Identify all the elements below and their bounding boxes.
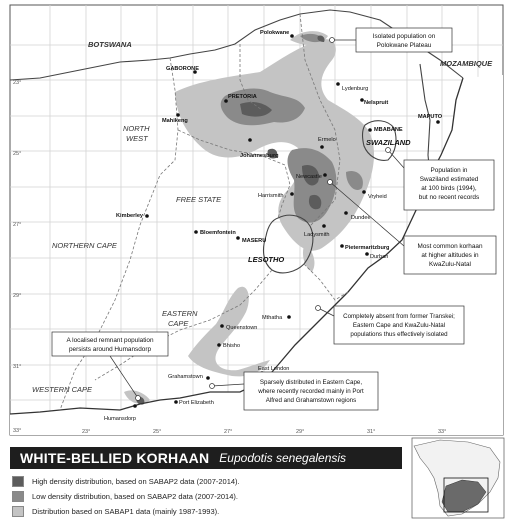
lat-label-23: 23°: [13, 80, 21, 86]
legend-swatch-sabap1: [12, 506, 24, 517]
city-durban: Durban: [370, 254, 388, 260]
city-gaborone: GABORONE: [166, 66, 199, 72]
city-polokwane: Polokwane: [260, 30, 289, 36]
lat-label-27: 27°: [13, 222, 21, 228]
city-johannesburg: Johannesburg: [240, 153, 279, 159]
lon-label-27: 27°: [224, 429, 232, 435]
annotation-transkei-line1: Completely absent from former Transkei;: [343, 313, 455, 320]
city-newcastle: Newcastle: [296, 174, 322, 180]
annotation-humansdorp-line1: A localised remnant population: [66, 337, 153, 344]
city-pietermaritzburg: Pietermaritzburg: [345, 245, 390, 251]
annotation-kzn-line1: Most common korhaan: [418, 243, 483, 250]
annotation-kzn-line2: at higher altitudes in: [421, 252, 479, 259]
annotation-swaziland-line1: Population in: [431, 167, 468, 174]
inset-map: [411, 437, 505, 519]
annotation-transkei-line3: populations thus effectively isolated: [350, 331, 448, 338]
province-free-state: FREE STATE: [176, 195, 222, 204]
city-pretoria: PRETORIA: [228, 94, 257, 100]
annotation-eastern-cape: Sparsely distributed in Eastern Cape, wh…: [243, 371, 379, 411]
city-mbabane: MBABANE: [374, 127, 403, 133]
city-nelspruit: Nelspruit: [364, 100, 388, 106]
legend-swatch-low: [12, 491, 24, 502]
province-eastern-cape-2: CAPE: [168, 319, 189, 328]
city-ladysmith: Ladysmith: [304, 232, 330, 238]
lat-label-33: 33°: [13, 428, 21, 434]
legend-label-low: Low density distribution, based on SABAP…: [32, 492, 238, 501]
lon-label-25: 25°: [153, 429, 161, 435]
annotation-kzn: Most common korhaan at higher altitudes …: [403, 235, 497, 275]
annotation-polokwane-line2: Polokwane Plateau: [377, 42, 432, 49]
city-grahamstown: Grahamstown: [168, 374, 203, 380]
country-swaziland: SWAZILAND: [366, 138, 411, 147]
city-mahikeng: Mahikeng: [162, 118, 188, 124]
province-north-west-1: NORTH: [123, 124, 150, 133]
annotation-kzn-line3: KwaZulu-Natal: [429, 261, 471, 268]
city-lydenburg: Lydenburg: [342, 86, 368, 92]
city-port-elizabeth: Port Elizabeth: [179, 400, 214, 406]
annotation-swaziland-line3: at 100 birds (1994),: [421, 185, 477, 192]
legend-item-low-density: Low density distribution, based on SABAP…: [12, 489, 412, 504]
lon-label-31: 31°: [367, 429, 375, 435]
legend-item-high-density: High density distribution, based on SABA…: [12, 474, 412, 489]
annotation-polokwane-line1: Isolated population on: [373, 33, 436, 40]
annotation-swaziland: Population in Swaziland estimated at 100…: [403, 159, 495, 211]
city-ermelo: Ermelo: [318, 137, 336, 143]
lon-label-29: 29°: [296, 429, 304, 435]
city-harrismith: Harrismith: [258, 193, 283, 199]
legend-item-sabap1: Distribution based on SABAP1 data (mainl…: [12, 504, 412, 519]
annotation-transkei-line2: Eastern Cape and KwaZulu-Natal: [353, 322, 445, 329]
annotation-eastern-cape-line1: Sparsely distributed in Eastern Cape,: [260, 379, 362, 386]
annotation-leaders: [109, 37, 405, 401]
species-common-name: WHITE-BELLIED KORHAAN: [20, 450, 210, 466]
species-scientific-name: Eupodotis senegalensis: [219, 451, 347, 465]
sabap2-high-density: [136, 35, 325, 405]
annotation-humansdorp: A localised remnant population persists …: [51, 331, 169, 357]
inset-focus-box: [443, 477, 489, 513]
city-bloemfontein: Bloemfontein: [200, 230, 236, 236]
annotation-swaziland-line4: but no recent records: [419, 194, 479, 201]
title-bar: WHITE-BELLIED KORHAAN Eupodotis senegale…: [10, 447, 402, 469]
city-mthatha: Mthatha: [262, 315, 283, 321]
legend-swatch-high: [12, 476, 24, 487]
city-queenstown: Queenstown: [226, 325, 257, 331]
province-north-west-2: WEST: [126, 134, 149, 143]
annotation-polokwane: Isolated population on Polokwane Plateau: [355, 27, 453, 53]
lat-label-31: 31°: [13, 364, 21, 370]
city-east-london: East London: [258, 366, 289, 372]
province-northern-cape: NORTHERN CAPE: [52, 241, 118, 250]
ocean: [10, 75, 503, 435]
annotation-humansdorp-line2: persists around Humansdorp: [69, 346, 152, 353]
lat-label-29: 29°: [13, 293, 21, 299]
lat-label-25: 25°: [13, 151, 21, 157]
legend-label-sabap1: Distribution based on SABAP1 data (mainl…: [32, 507, 220, 516]
lon-label-23: 23°: [82, 429, 90, 435]
city-bhisho: Bhisho: [223, 343, 240, 349]
annotation-transkei: Completely absent from former Transkei; …: [333, 305, 465, 345]
annotation-eastern-cape-line3: Alfred and Grahamstown regions: [266, 397, 356, 404]
legend-label-high: High density distribution, based on SABA…: [32, 477, 240, 486]
province-eastern-cape-1: EASTERN: [162, 309, 198, 318]
city-humansdorp: Humansdorp: [104, 416, 136, 422]
lon-label-33: 33°: [438, 429, 446, 435]
country-lesotho: LESOTHO: [248, 255, 284, 264]
city-dundee: Dundee: [351, 215, 371, 221]
annotation-swaziland-line2: Swaziland estimated: [420, 176, 479, 183]
city-kimberley: Kimberley: [116, 213, 144, 219]
country-mozambique: MOZAMBIQUE: [440, 59, 493, 68]
annotation-eastern-cape-line2: where recently recorded mainly in Port: [257, 388, 364, 395]
city-maseru: MASERU: [242, 238, 266, 244]
country-botswana: BOTSWANA: [88, 40, 132, 49]
city-maputo: MAPUTO: [418, 114, 443, 120]
legend: High density distribution, based on SABA…: [12, 474, 412, 519]
province-western-cape: WESTERN CAPE: [32, 385, 93, 394]
city-vryheid: Vryheid: [368, 194, 387, 200]
